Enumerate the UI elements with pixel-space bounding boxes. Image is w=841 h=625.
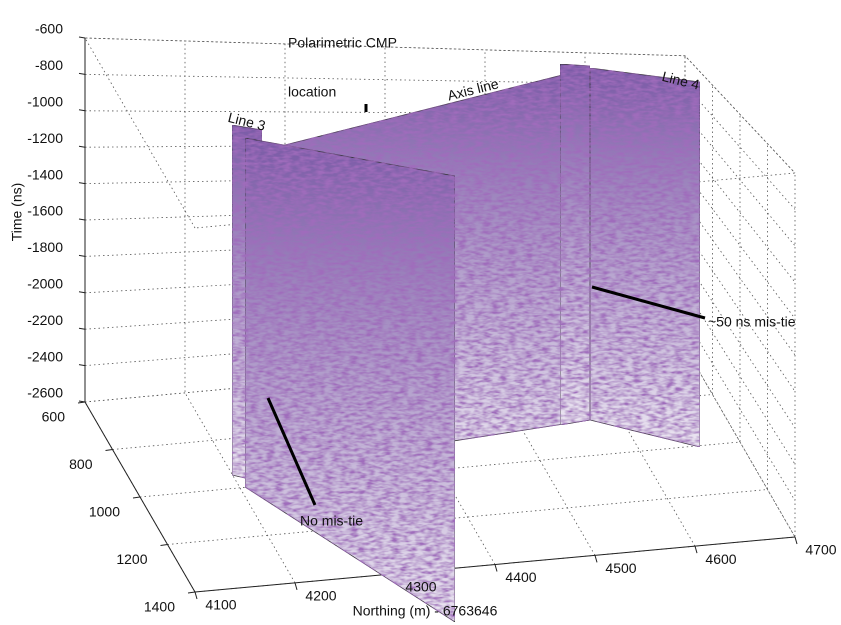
tick-mark: [78, 182, 86, 185]
x-tick-label: 4400: [505, 569, 536, 585]
grid-line: [84, 288, 796, 465]
grid-line: [84, 230, 796, 392]
mistie-pointer: [591, 285, 706, 320]
annotation: ~50 ns mis-tie: [708, 314, 796, 330]
z-tick-label: -2000: [27, 276, 63, 292]
y-tick-label: 1000: [89, 504, 120, 520]
tick-mark: [494, 564, 498, 572]
annotation: location: [288, 84, 336, 100]
tick-mark: [78, 327, 86, 330]
y-tick-label: 600: [42, 409, 66, 425]
tick-mark: [594, 555, 598, 563]
tick-mark: [77, 401, 86, 404]
grid-line: [484, 49, 596, 556]
tick-mark: [187, 591, 196, 594]
x-tick-label: 4700: [805, 542, 836, 558]
tick-mark: [78, 109, 86, 112]
z-tick-label: -1600: [27, 203, 63, 219]
tick-mark: [132, 496, 141, 499]
tick-mark: [78, 36, 86, 39]
annotation: No mis-tie: [300, 513, 363, 529]
z-tick-label: -1200: [27, 130, 63, 146]
line3-panel: [244, 137, 456, 623]
grid-line: [84, 259, 796, 429]
grid-line: [684, 55, 796, 538]
z-tick-label: -800: [35, 57, 63, 73]
x-tick-label: 4500: [605, 560, 636, 576]
y-tick-label: 1400: [144, 599, 175, 615]
annotation: Polarimetric CMP: [288, 35, 397, 51]
x-tick-label: 4100: [205, 597, 236, 613]
no-mistie-pointer: [266, 397, 317, 506]
y-tick-label: 800: [69, 456, 93, 472]
tick-mark: [78, 72, 86, 75]
tick-mark: [78, 364, 86, 367]
box-edge: [84, 37, 796, 229]
grid-line: [184, 40, 296, 584]
x-tick-label: 4300: [405, 578, 436, 594]
grid-line: [167, 143, 768, 545]
z-tick-label: -600: [35, 21, 63, 37]
line4-panel: [589, 67, 701, 448]
tick-mark: [78, 145, 86, 148]
x-tick-label: 4200: [305, 588, 336, 604]
grid-line: [84, 37, 796, 174]
z-tick-label: -2600: [27, 385, 63, 401]
tick-mark: [294, 582, 298, 590]
tick-mark: [194, 591, 198, 600]
tick-mark: [105, 449, 113, 451]
z-tick-label: -1800: [27, 239, 63, 255]
tick-mark: [78, 291, 86, 294]
grid-line: [584, 52, 696, 547]
z-axis-title: Time (ns): [9, 183, 25, 242]
tick-mark: [78, 254, 86, 257]
panels: [231, 63, 706, 623]
x-tick-label: 4600: [705, 551, 736, 567]
tick-mark: [794, 536, 798, 545]
z-tick-label: -1000: [27, 94, 63, 110]
tick-mark: [160, 544, 168, 546]
z-tick-label: -2200: [27, 312, 63, 328]
y-tick-label: 1200: [116, 551, 147, 567]
x-axis-title: Northing (m) - 6763646: [353, 603, 498, 619]
z-tick-label: -1400: [27, 166, 63, 182]
axis-line-panel-end: [559, 63, 591, 426]
tick-mark: [694, 546, 698, 554]
z-tick-label: -2400: [27, 348, 63, 364]
tick-mark: [78, 218, 86, 221]
